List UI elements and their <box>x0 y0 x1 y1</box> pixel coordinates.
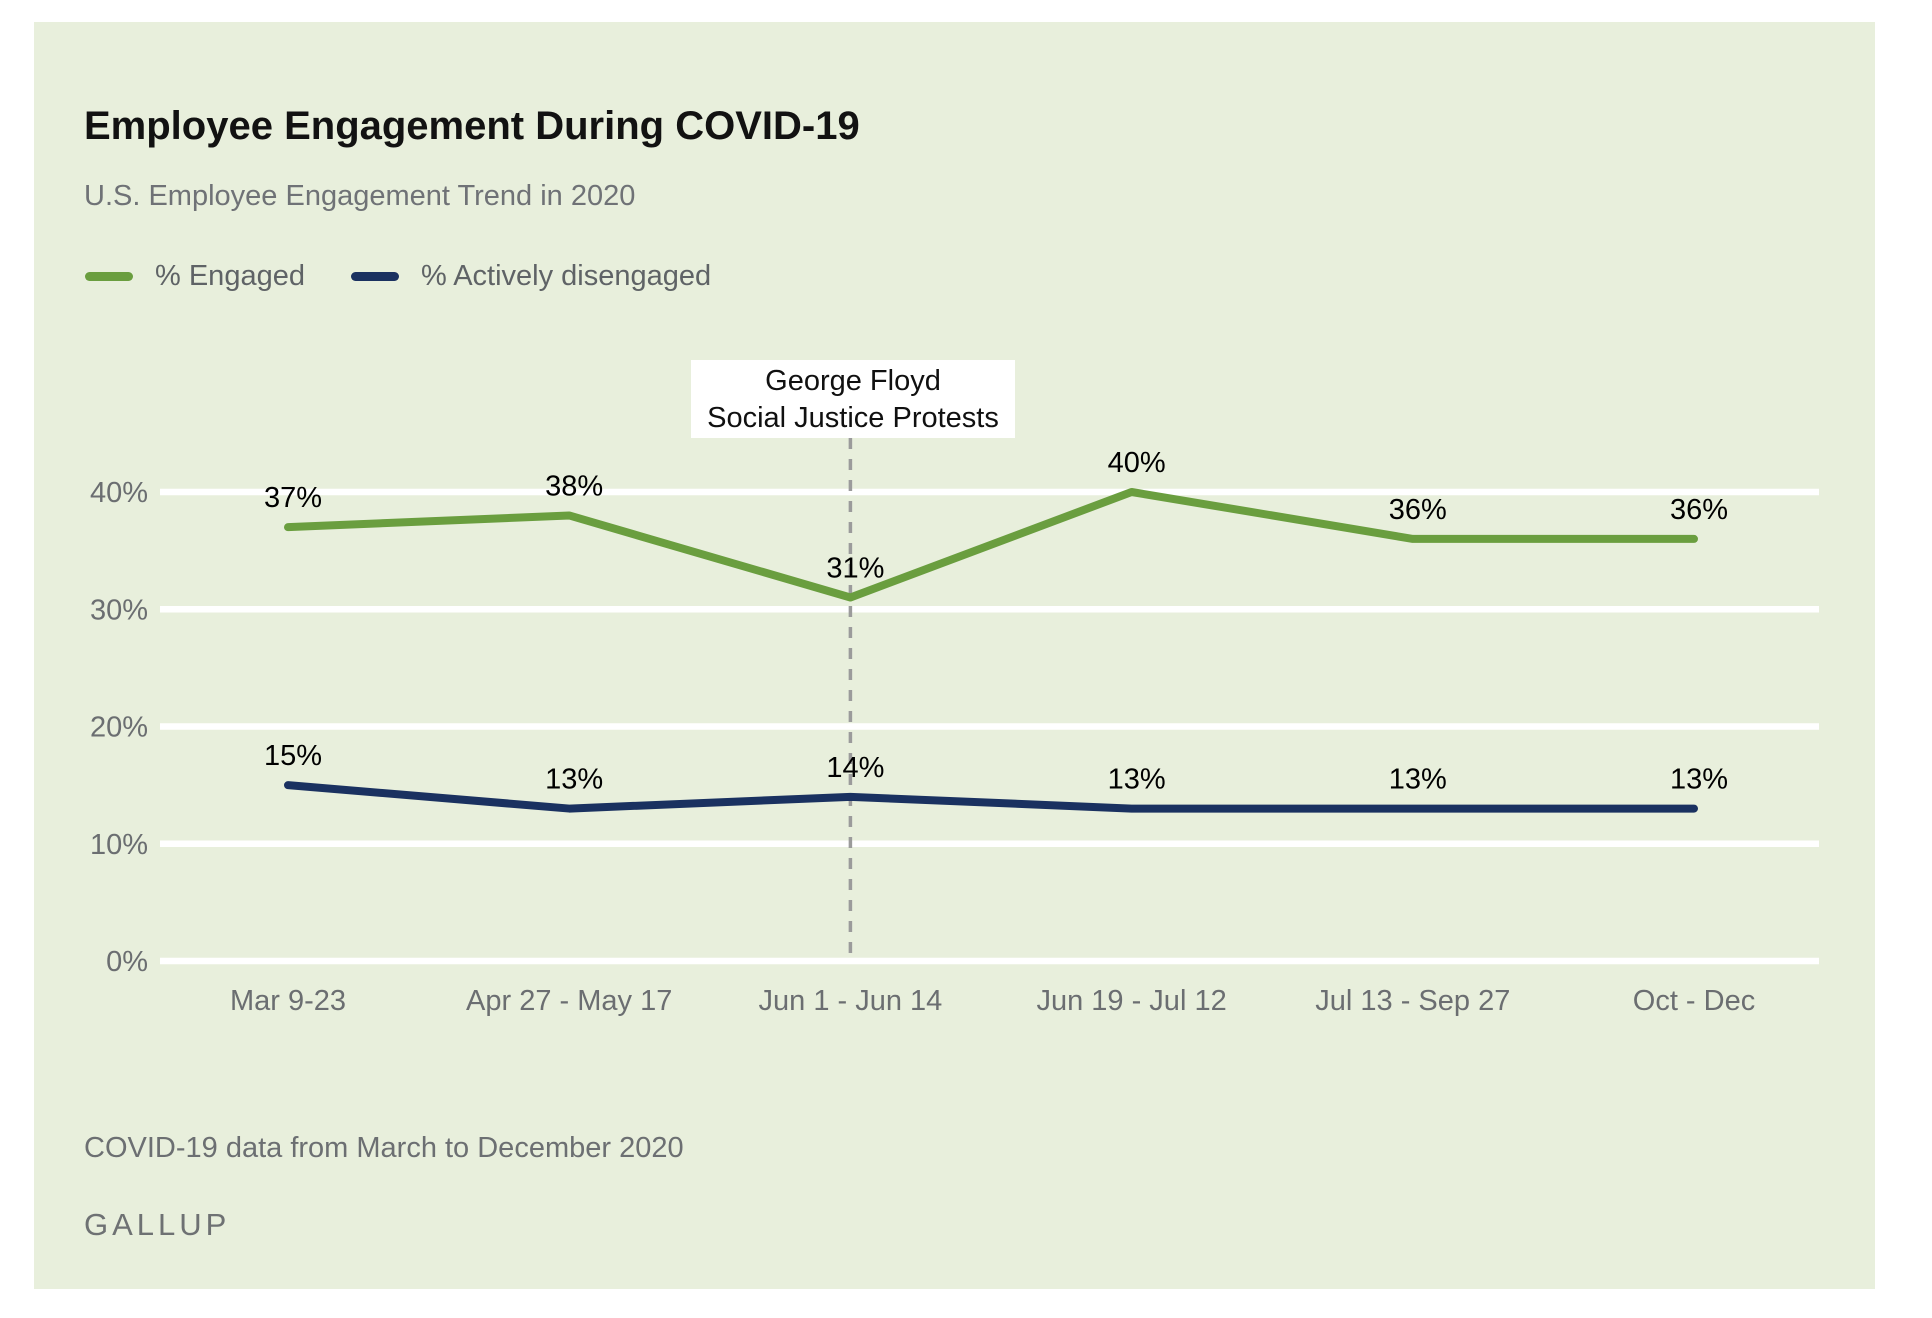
data-label: 40% <box>1108 447 1166 479</box>
y-tick-label: 0% <box>106 946 148 978</box>
legend-item-actively-disengaged: % Actively disengaged <box>350 260 712 293</box>
y-tick-label: 30% <box>90 594 148 626</box>
y-tick-label: 20% <box>90 712 148 744</box>
series-line-actively-disengaged <box>284 781 1698 813</box>
data-label: 14% <box>826 752 884 784</box>
annotation-line2: Social Justice Protests <box>707 402 999 434</box>
x-tick-label: Jul 13 - Sep 27 <box>1315 985 1510 1017</box>
page-title: Employee Engagement During COVID-19 <box>84 104 860 148</box>
data-label: 13% <box>545 764 603 796</box>
data-label: 13% <box>1108 764 1166 796</box>
series-line-engaged <box>284 488 1698 602</box>
x-tick-label: Oct - Dec <box>1633 985 1755 1017</box>
gallup-logo: GALLUP <box>84 1207 231 1242</box>
legend-label-engaged: % Engaged <box>155 260 305 292</box>
legend-item-engaged: % Engaged <box>85 260 305 293</box>
x-tick-label: Jun 1 - Jun 14 <box>759 985 943 1017</box>
y-tick-label: 40% <box>90 477 148 509</box>
data-label: 13% <box>1670 764 1728 796</box>
annotation-line1: George Floyd <box>765 365 941 397</box>
legend-swatch-actively-disengaged-icon <box>350 272 399 281</box>
legend-label-actively-disengaged: % Actively disengaged <box>420 260 712 292</box>
data-label: 13% <box>1389 764 1447 796</box>
chart-subtitle: U.S. Employee Engagement Trend in 2020 <box>84 180 636 212</box>
source-note: COVID-19 data from March to December 202… <box>84 1132 684 1164</box>
legend-swatch-engaged-icon <box>85 272 133 281</box>
data-label: 37% <box>264 482 322 514</box>
chart-svg: 0% 10% 20% 30% 40% 37% 38% 31% 40% 36% 36% 15% 13% 14… <box>90 438 1819 1017</box>
y-tick-label: 10% <box>90 829 148 861</box>
legend: % Engaged % Actively disengaged <box>85 260 711 293</box>
x-tick-label: Jun 19 - Jul 12 <box>1036 985 1226 1017</box>
x-tick-label: Apr 27 - May 17 <box>466 985 672 1017</box>
x-tick-label: Mar 9-23 <box>230 985 346 1017</box>
data-label: 15% <box>264 740 322 772</box>
data-label: 36% <box>1670 494 1728 526</box>
annotation-box: George Floyd Social Justice Protests <box>691 360 1015 438</box>
data-label: 36% <box>1389 494 1447 526</box>
data-label: 31% <box>826 553 884 585</box>
chart-card: Employee Engagement During COVID-19 U.S.… <box>34 22 1875 1289</box>
data-label: 38% <box>545 470 603 502</box>
